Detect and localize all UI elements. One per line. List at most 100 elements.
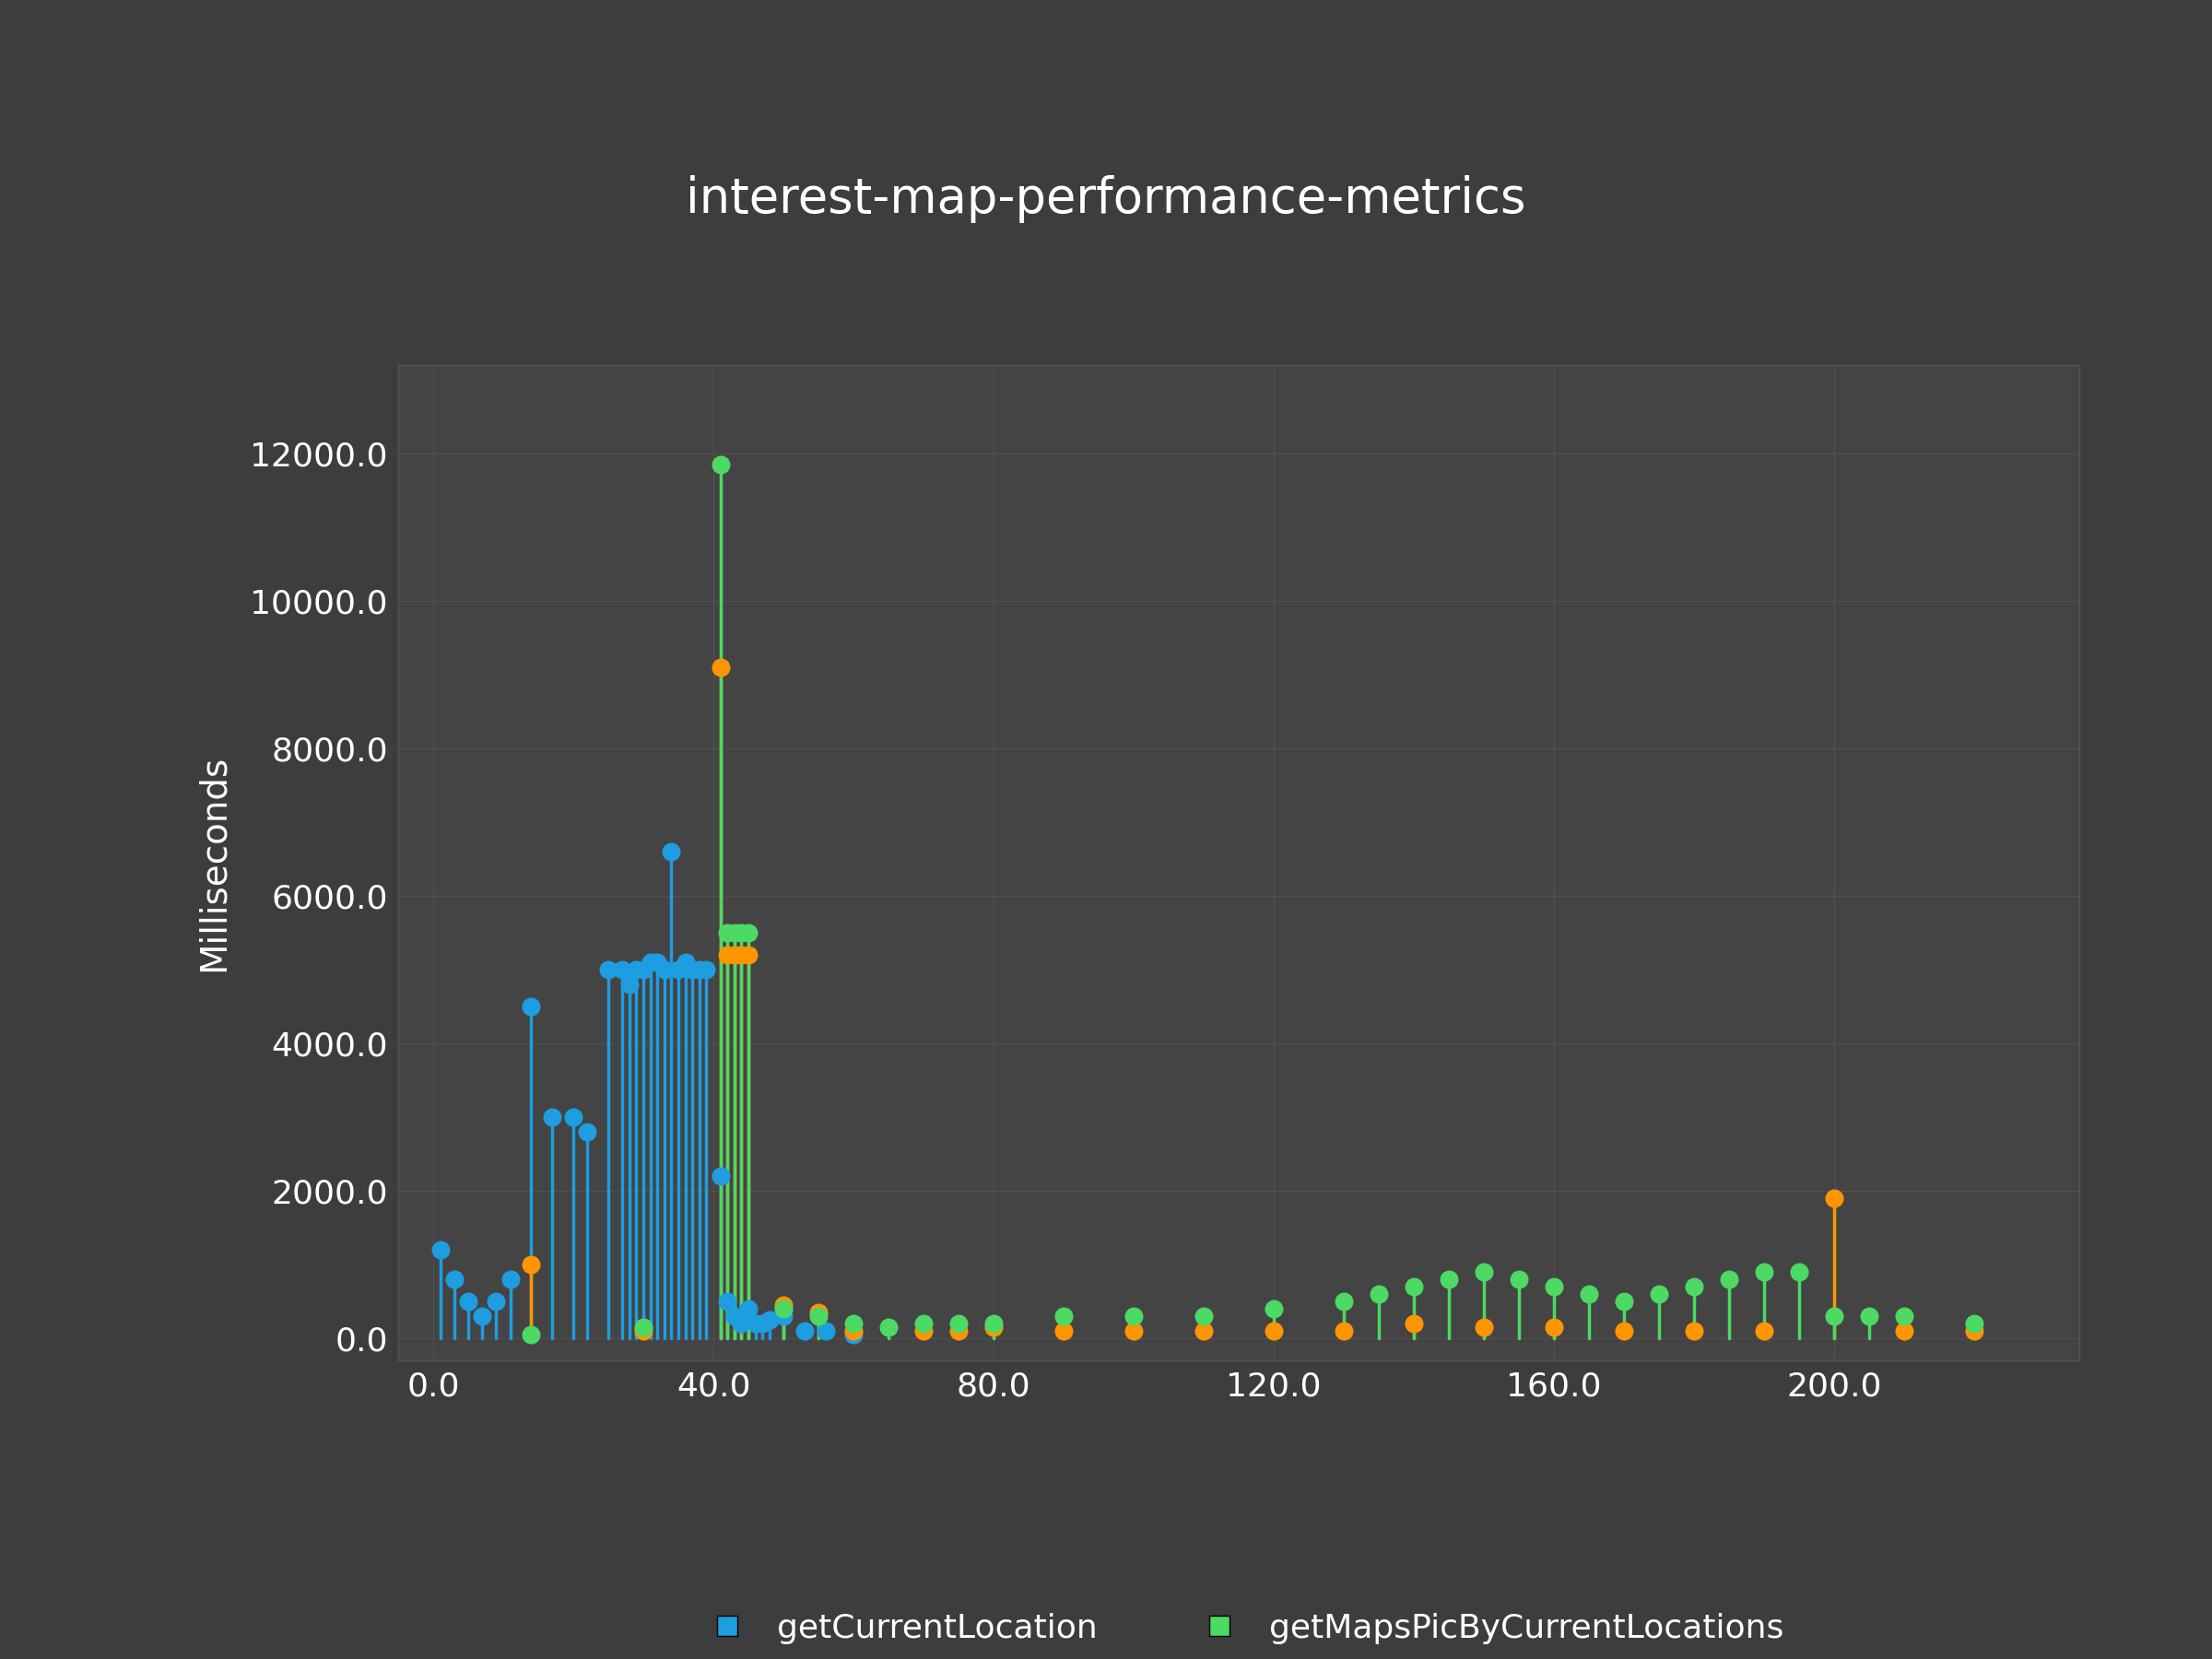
Point — [836, 1311, 872, 1337]
Point — [611, 971, 646, 997]
Point — [723, 919, 759, 946]
Point — [604, 956, 639, 982]
Point — [975, 1314, 1011, 1340]
Point — [626, 956, 661, 982]
Point — [655, 838, 690, 864]
Point — [737, 1311, 774, 1337]
Point — [801, 1299, 836, 1326]
Point — [1816, 1185, 1851, 1211]
Point — [688, 956, 723, 982]
Point — [1747, 1317, 1783, 1344]
Point — [907, 1311, 942, 1337]
Point — [626, 1314, 661, 1340]
Point — [661, 956, 697, 982]
Point — [765, 1296, 801, 1322]
Point — [619, 956, 655, 982]
Point — [801, 1302, 836, 1329]
Point — [836, 1321, 872, 1347]
Point — [752, 1307, 787, 1334]
Point — [1360, 1281, 1396, 1307]
Point — [1641, 1281, 1677, 1307]
Legend: getCurrentLocation, getNearbyWikiArticles, getMapsPicByCurrentLocations: getCurrentLocation, getNearbyWikiArticle… — [677, 1596, 1801, 1659]
Point — [639, 949, 675, 975]
Point — [1677, 1274, 1712, 1301]
Point — [907, 1317, 942, 1344]
Point — [730, 942, 765, 969]
Point — [745, 1311, 781, 1337]
Point — [571, 1118, 606, 1145]
Point — [1327, 1287, 1363, 1314]
Point — [513, 1321, 549, 1347]
Point — [1816, 1302, 1851, 1329]
Point — [1256, 1296, 1292, 1322]
Point — [717, 919, 752, 946]
Point — [703, 654, 739, 680]
Point — [872, 1314, 907, 1340]
Point — [681, 956, 717, 982]
Point — [1535, 1274, 1571, 1301]
Point — [465, 1302, 500, 1329]
Point — [493, 1266, 529, 1292]
Point — [765, 1302, 801, 1329]
Point — [646, 956, 681, 982]
Point — [513, 994, 549, 1020]
Point — [1186, 1302, 1221, 1329]
Point — [717, 1302, 752, 1329]
Point — [1186, 1317, 1221, 1344]
Point — [1958, 1311, 1993, 1337]
Point — [765, 1292, 801, 1319]
Point — [1467, 1259, 1502, 1286]
Point — [710, 919, 745, 946]
Point — [1571, 1281, 1606, 1307]
Point — [1781, 1259, 1816, 1286]
Point — [1431, 1266, 1467, 1292]
Point — [675, 956, 710, 982]
Point — [436, 1266, 471, 1292]
Point — [1396, 1274, 1431, 1301]
Point — [422, 1236, 458, 1262]
Point — [940, 1311, 975, 1337]
Point — [703, 451, 739, 478]
Point — [1958, 1317, 1993, 1344]
Point — [717, 942, 752, 969]
Point — [787, 1317, 823, 1344]
Point — [1887, 1302, 1922, 1329]
Point — [1747, 1259, 1783, 1286]
Point — [1467, 1314, 1502, 1340]
Point — [1606, 1287, 1641, 1314]
Point — [1396, 1311, 1431, 1337]
Point — [1117, 1317, 1152, 1344]
Point — [710, 1287, 745, 1314]
Point — [1046, 1317, 1082, 1344]
Point — [1851, 1302, 1887, 1329]
Point — [1256, 1317, 1292, 1344]
Point — [1117, 1302, 1152, 1329]
Point — [451, 1287, 487, 1314]
Point — [807, 1317, 843, 1344]
Y-axis label: Milliseconds: Milliseconds — [197, 755, 230, 971]
Point — [710, 942, 745, 969]
Point — [1712, 1266, 1747, 1292]
Point — [1606, 1317, 1641, 1344]
Point — [633, 949, 668, 975]
Text: interest-map-performance-metrics: interest-map-performance-metrics — [686, 176, 1526, 222]
Point — [703, 1163, 739, 1190]
Point — [1046, 1302, 1082, 1329]
Point — [555, 1103, 591, 1130]
Point — [668, 949, 703, 975]
Point — [940, 1317, 975, 1344]
Point — [1677, 1317, 1712, 1344]
Point — [730, 919, 765, 946]
Point — [513, 1251, 549, 1277]
Point — [723, 1311, 759, 1337]
Point — [478, 1287, 513, 1314]
Point — [1535, 1314, 1571, 1340]
Point — [535, 1103, 571, 1130]
Point — [626, 1317, 661, 1344]
Point — [723, 942, 759, 969]
Point — [1327, 1317, 1363, 1344]
Point — [836, 1317, 872, 1344]
Point — [975, 1311, 1011, 1337]
Point — [1887, 1317, 1922, 1344]
Point — [730, 1296, 765, 1322]
